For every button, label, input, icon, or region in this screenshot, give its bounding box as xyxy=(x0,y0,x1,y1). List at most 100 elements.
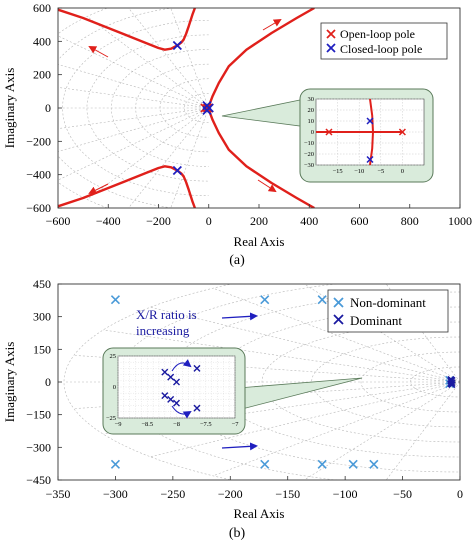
panel-b: X/R ratio is increasing −9 −8.5 −8 −7.5 −7 −2… xyxy=(2,277,463,541)
x-tick-label-a: 1000 xyxy=(448,214,472,228)
sgrid-a-arc xyxy=(184,93,209,123)
locus-branch-2 xyxy=(58,165,197,208)
dominant-pole-6 xyxy=(448,381,456,389)
inset-b-dominant-pole-8-stroke-2 xyxy=(193,404,201,412)
inset-b: −9 −8.5 −8 −7.5 −7 −25 0 25 xyxy=(102,347,363,435)
x-tick-label-b: −50 xyxy=(393,487,412,501)
non-dominant-pole-6-stroke-2 xyxy=(110,459,120,469)
y-tick-label-b: −150 xyxy=(26,408,51,422)
inset-a-x-tick-label: 0 xyxy=(401,168,404,175)
panel-label-a: (a) xyxy=(229,253,245,268)
inset-a-open-loop-pole-2 xyxy=(325,128,333,136)
inset-a-closed-loop-pole-2-stroke-2 xyxy=(366,155,374,164)
inset-a-y-tick-label: 0 xyxy=(311,129,314,136)
panel-label-b: (b) xyxy=(229,526,246,541)
closed-loop-pole-2 xyxy=(172,165,182,176)
y-tick-label-a: 400 xyxy=(33,34,51,48)
sgrid-b-ray xyxy=(73,354,460,383)
dominant-pole-6-stroke-2 xyxy=(448,381,456,389)
open-loop-pole-2-stroke-2 xyxy=(202,103,213,113)
x-tick-label-b: −350 xyxy=(46,487,71,501)
legend-label-open-loop: Open-loop pole xyxy=(340,27,415,41)
sgrid-a-ray xyxy=(170,107,210,208)
inset-a-closed-loop-pole-1-stroke-2 xyxy=(366,117,374,125)
panel-a: −15 −10 −5 0 −30 −20 −10 0 10 20 30 Open-loop pole… xyxy=(2,1,472,268)
inset-b-dominant-pole-2-stroke-2 xyxy=(167,373,175,381)
y-tick-label-b: 450 xyxy=(33,277,51,291)
legend-marker-open-loop xyxy=(326,29,336,39)
non-dominant-pole-7-stroke-2 xyxy=(260,459,270,469)
arrow-annotation-lower xyxy=(221,442,258,451)
x-axis-label-b: Real Axis xyxy=(234,506,285,521)
inset-b-dominant-pole-5 xyxy=(161,392,169,400)
inset-a-y-tick-label: 10 xyxy=(308,118,315,125)
closed-loop-pole-1 xyxy=(172,40,182,51)
inset-a-y-tick-label: 30 xyxy=(308,96,315,103)
inset-b-dominant-pole-1-stroke-2 xyxy=(161,368,169,376)
inset-content-a: −15 −10 −5 0 −30 −20 −10 0 10 20 30 xyxy=(304,96,424,175)
sgrid-a-ray xyxy=(58,107,209,152)
x-axis-label-a: Real Axis xyxy=(234,234,285,249)
inset-a-open-loop-pole-1 xyxy=(398,128,406,136)
sgrid-a-arc xyxy=(62,19,209,197)
x-tick-label-b: −200 xyxy=(218,487,243,501)
legend-label-closed-loop: Closed-loop pole xyxy=(340,42,422,56)
non-dominant-pole-10-stroke-2 xyxy=(369,459,379,469)
inset-b-x-tick-label: −8 xyxy=(173,421,180,428)
sgrid-a-arc xyxy=(86,34,209,182)
inset-a-closed-loop-pole-1 xyxy=(366,117,374,125)
inset-b-dominant-pole-1 xyxy=(161,368,169,376)
inset-b-dominant-pole-4 xyxy=(193,364,201,372)
legend-box-a xyxy=(320,22,448,60)
inset-b-dominant-pole-6-stroke-2 xyxy=(167,395,175,403)
sgrid-b-arc xyxy=(410,366,460,398)
inset-a-open-loop-pole-2-stroke-2 xyxy=(325,128,333,136)
inset-a-open-loop-pole-1-stroke-2 xyxy=(398,128,406,136)
locus-branch-4 xyxy=(207,107,315,208)
inset-b-dominant-pole-2 xyxy=(167,373,175,381)
direction-arrows-a xyxy=(88,18,282,194)
sgrid-a-arc xyxy=(159,78,209,138)
y-tick-label-b: −300 xyxy=(26,440,51,454)
y-tick-label-a: −200 xyxy=(26,134,51,148)
legend-b: Non-dominant Dominant xyxy=(327,289,449,333)
non-dominant-pole-2-stroke-2 xyxy=(260,295,270,305)
inset-b-dominant-pole-5-stroke-2 xyxy=(161,392,169,400)
legend-marker-dominant xyxy=(333,314,344,325)
inset-b-y-tick-label: −25 xyxy=(106,415,116,422)
inset-a-y-tick-label: −20 xyxy=(304,151,314,158)
locus-branch-1 xyxy=(58,8,197,51)
inset-b-dominant-pole-3-stroke-2 xyxy=(173,378,180,386)
sgrid-a-ray xyxy=(128,8,209,109)
non-dominant-pole-7 xyxy=(260,459,270,469)
non-dominant-pole-8 xyxy=(317,459,327,469)
non-dominant-pole-10 xyxy=(369,459,379,469)
y-tick-label-b: 300 xyxy=(33,310,51,324)
sgrid-a-ray xyxy=(86,107,209,200)
sgrid-a xyxy=(58,8,210,208)
arrow-annotation-upper xyxy=(221,312,258,321)
sgrid-b-ray xyxy=(150,381,460,458)
x-tick-label-b: −100 xyxy=(333,487,358,501)
inset-a-x-tick-label: −5 xyxy=(377,168,384,175)
inset-a: −15 −10 −5 0 −30 −20 −10 0 10 20 30 xyxy=(221,88,434,183)
legend-label-dominant: Dominant xyxy=(350,313,402,328)
inset-b-dominant-pole-3 xyxy=(173,378,180,386)
inset-arrow-lower xyxy=(171,405,192,419)
x-tick-label-a: −600 xyxy=(46,214,71,228)
x-tick-label-b: −150 xyxy=(275,487,300,501)
non-dominant-pole-9-stroke-2 xyxy=(348,459,358,469)
annotation-line-2: increasing xyxy=(136,323,190,338)
annotation-line-1: X/R ratio is xyxy=(136,307,197,322)
sgrid-b-ray xyxy=(385,381,460,480)
x-tick-label-a: 400 xyxy=(300,214,318,228)
legend-a: Open-loop pole Closed-loop pole xyxy=(320,22,448,60)
y-tick-label-a: −400 xyxy=(26,168,51,182)
inset-a-locus-2 xyxy=(369,98,375,166)
non-dominant-pole-3-stroke-2 xyxy=(317,295,327,305)
inset-b-y-tick-label: 0 xyxy=(113,384,116,391)
closed-loop-pole-5-stroke-2 xyxy=(204,103,214,113)
sgrid-a-arc xyxy=(58,8,175,208)
inset-a-y-tick-label: −10 xyxy=(304,140,314,147)
